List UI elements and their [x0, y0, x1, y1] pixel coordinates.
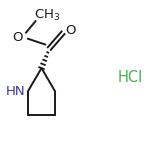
Text: CH$_3$: CH$_3$: [34, 8, 60, 23]
Text: O: O: [65, 24, 75, 37]
Text: HCl: HCl: [118, 71, 143, 85]
Text: O: O: [12, 31, 23, 44]
Text: HN: HN: [6, 85, 26, 98]
